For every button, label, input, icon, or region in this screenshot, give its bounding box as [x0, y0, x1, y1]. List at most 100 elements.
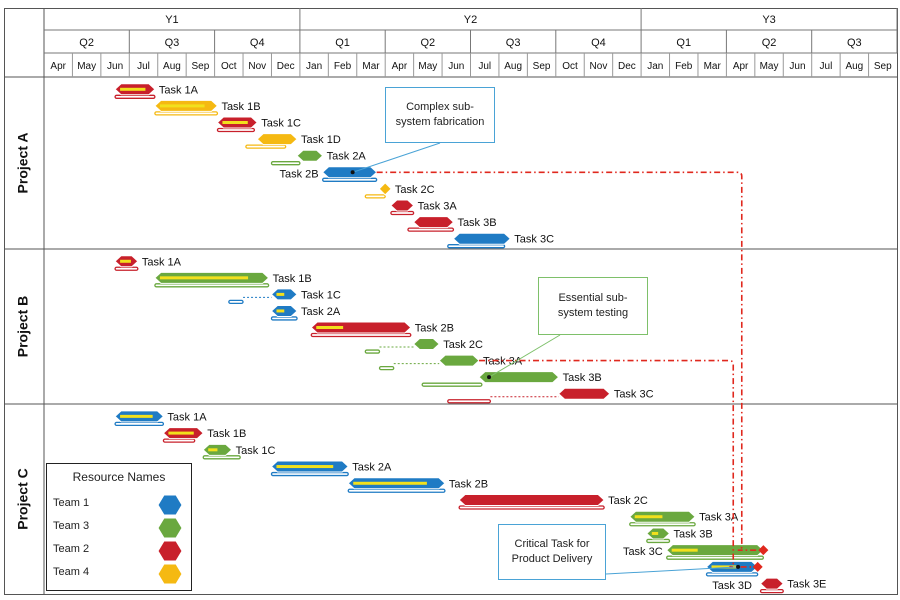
task-label: Task 3B: [563, 372, 602, 384]
month-label: Mar: [704, 61, 722, 72]
progress-bar: [120, 414, 153, 418]
baseline-bar: [228, 299, 244, 305]
month-label: Oct: [221, 61, 237, 72]
baseline-bar: [447, 399, 492, 404]
task-bar: [390, 199, 415, 212]
baseline-bar: [114, 94, 156, 99]
legend-label: Team 3: [53, 520, 90, 532]
task-bar: [412, 216, 455, 229]
month-label: Dec: [618, 61, 636, 72]
legend-label: Team 4: [53, 566, 90, 578]
baseline-bar: [421, 382, 483, 387]
task-label: Task 3B: [457, 217, 496, 229]
project-label: Project A: [15, 133, 31, 194]
baseline-bar: [364, 349, 381, 354]
legend-item: Team 1: [51, 494, 189, 516]
quarter-label: Q1: [676, 37, 691, 49]
legend-swatch-shape: [157, 517, 183, 539]
callout-complex-fabrication: Complex sub-system fabrication: [385, 87, 495, 143]
legend: Resource Names Team 1 Team 3 Team 2 Team…: [46, 463, 192, 591]
task-bar: [296, 149, 324, 162]
month-label: Jul: [478, 61, 491, 72]
month-label: Feb: [675, 61, 693, 72]
callout-critical-task: Critical Task for Product Delivery: [498, 524, 606, 580]
task-label: Task 1A: [167, 411, 207, 423]
task-label: Task 3B: [674, 528, 713, 540]
baseline-bar: [390, 210, 415, 216]
project-label: Project C: [15, 468, 31, 529]
quarter-label: Q3: [506, 37, 521, 49]
month-label: Aug: [163, 61, 181, 72]
month-label: Nov: [248, 61, 266, 72]
task-label: Task 2A: [301, 306, 341, 318]
quarter-label: Q4: [250, 37, 265, 49]
task-label: Task 1B: [221, 101, 260, 113]
task-bar: [452, 232, 512, 245]
legend-swatch-hexagon: [157, 517, 183, 539]
baseline-bar: [310, 332, 412, 338]
baseline-bar: [162, 438, 196, 443]
task-label: Task 1B: [273, 273, 312, 285]
task-bar: [759, 577, 785, 590]
quarter-label: Q3: [165, 37, 180, 49]
baseline-bar: [629, 522, 696, 527]
progress-bar: [276, 465, 334, 469]
task-label: Task 1A: [159, 84, 199, 96]
quarter-label: Q1: [335, 37, 350, 49]
quarter-label: Q4: [591, 37, 606, 49]
month-label: Sep: [533, 61, 551, 72]
progress-bar: [168, 431, 194, 435]
project-label: Project B: [15, 296, 31, 357]
legend-title: Resource Names: [72, 470, 166, 484]
month-label: May: [77, 61, 96, 72]
task-label: Task 2B: [280, 168, 319, 180]
quarter-label: Q2: [421, 37, 436, 49]
month-label: Apr: [733, 61, 749, 72]
month-label: Sep: [874, 61, 892, 72]
progress-bar: [671, 548, 698, 552]
task-label: Task 3C: [623, 546, 663, 558]
baseline-bar: [666, 555, 765, 560]
legend-swatch-shape: [157, 563, 183, 585]
task-label: Task 1C: [301, 289, 341, 301]
callout-essential-testing: Essential sub-system testing: [538, 277, 648, 335]
month-label: Jun: [789, 61, 805, 72]
month-label: Sep: [191, 61, 209, 72]
task-bar: [478, 371, 560, 384]
task-label: Task 1D: [301, 134, 341, 146]
baseline-bar: [114, 266, 139, 271]
legend-swatch-hexagon: [157, 494, 183, 516]
baseline-bar: [270, 471, 349, 477]
quarter-label: Q2: [79, 37, 94, 49]
task-label: Task 1A: [142, 256, 182, 268]
task-label: Task 2C: [443, 339, 483, 351]
milestone-diamond: [378, 182, 392, 196]
baseline-bar: [458, 505, 605, 510]
progress-bar: [353, 481, 427, 485]
month-label: Jul: [820, 61, 833, 72]
task-label: Task 2B: [415, 323, 454, 335]
year-label: Y3: [762, 14, 775, 26]
task-label: Task 2C: [608, 495, 648, 507]
month-label: Mar: [362, 61, 380, 72]
dependency-link: [479, 359, 762, 568]
baseline-bar: [364, 194, 386, 199]
month-label: Oct: [562, 61, 578, 72]
baseline-bar: [705, 572, 759, 577]
progress-bar: [222, 121, 248, 124]
task-label: Task 3E: [787, 579, 826, 591]
month-label: Apr: [50, 61, 66, 72]
progress-bar: [120, 259, 131, 263]
month-label: Dec: [277, 61, 295, 72]
progress-bar: [634, 515, 663, 519]
month-label: Aug: [504, 61, 522, 72]
progress-bar: [316, 326, 344, 329]
task-label: Task 1C: [261, 118, 301, 130]
year-label: Y2: [464, 14, 477, 26]
task-bar: [438, 354, 480, 367]
dependency-link: [376, 171, 768, 551]
task-label: Task 1B: [207, 428, 246, 440]
task-label: Task 2A: [352, 462, 392, 474]
baseline-bar: [114, 421, 165, 427]
